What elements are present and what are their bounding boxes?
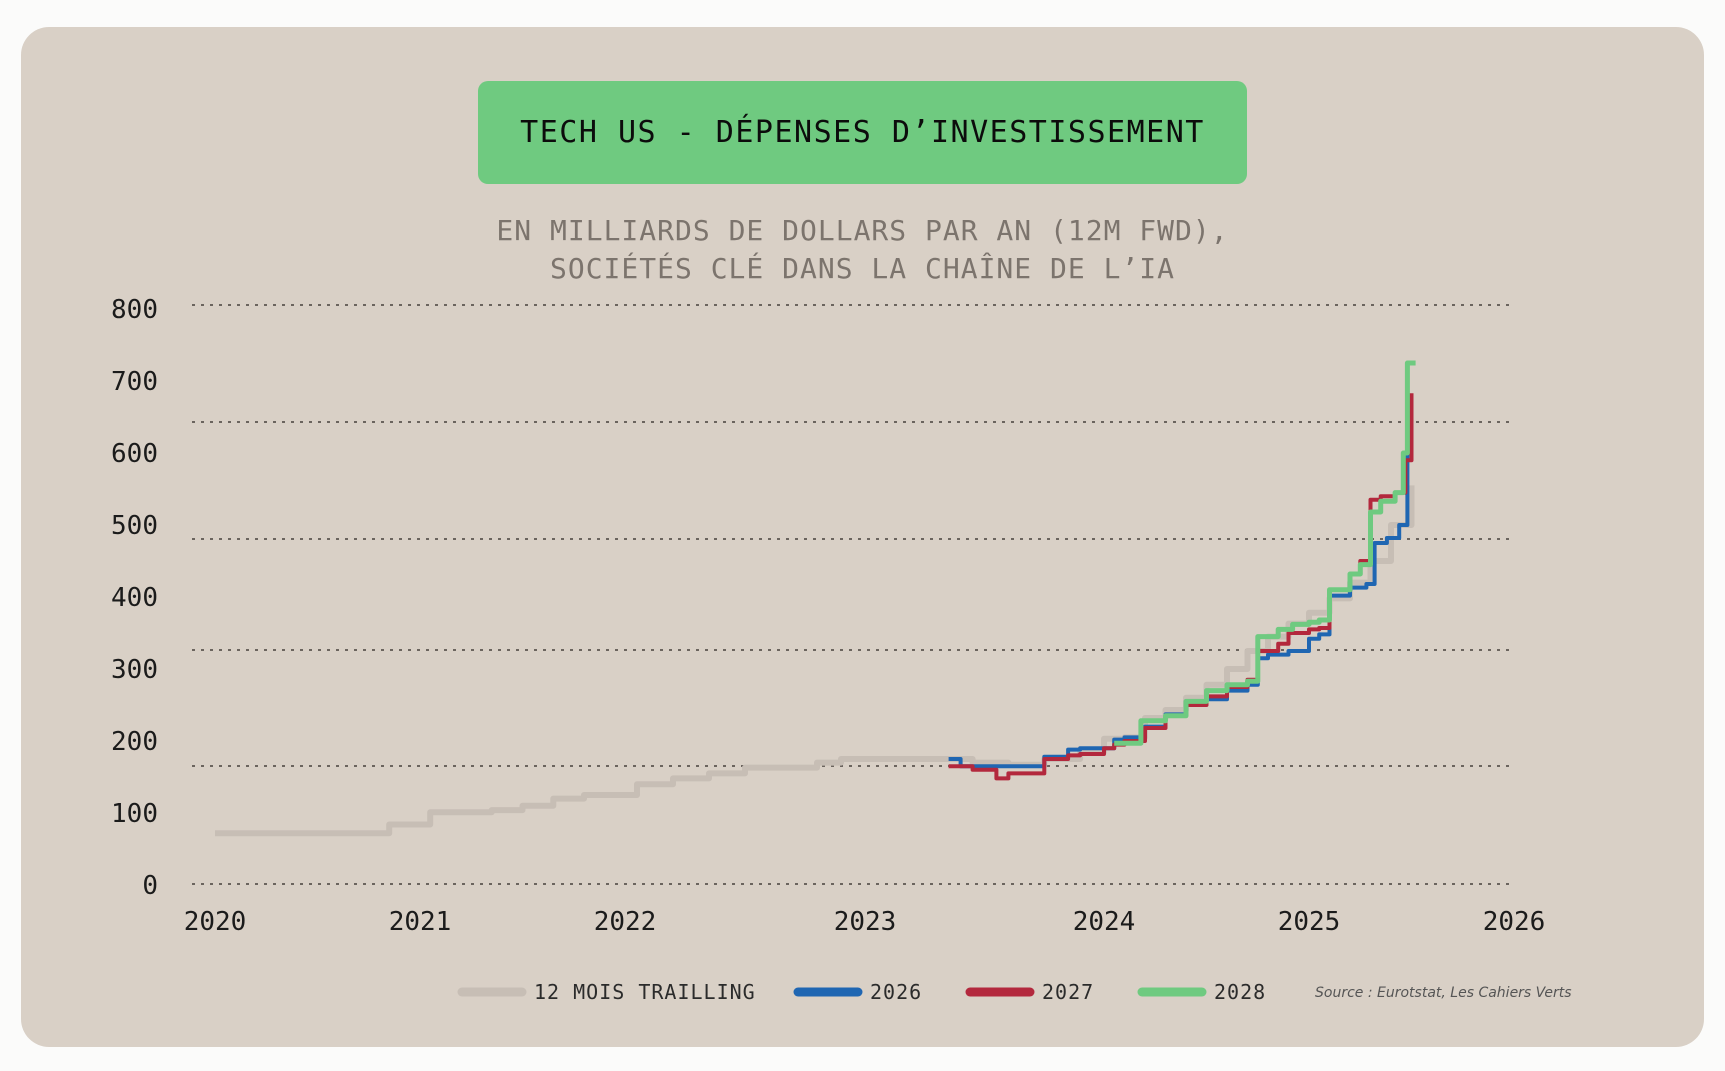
x-tick-label-2020: 2020 [184, 907, 247, 937]
grid-lines [192, 304, 1512, 885]
y-axis-ticks: 0 100 200 300 400 500 600 700 800 [111, 295, 158, 901]
series-line-2028 [1114, 360, 1416, 746]
subtitle-line-1: EN MILLIARDS DE DOLLARS PAR AN (12M FWD)… [496, 214, 1229, 247]
x-axis-ticks: 2020 2021 2022 2023 2024 2025 2026 [184, 907, 1546, 937]
legend-label-3: 2028 [1214, 980, 1266, 1004]
x-tick-label-2021: 2021 [389, 907, 452, 937]
source-note: Source : Eurotstat, Les Cahiers Verts [1315, 985, 1572, 1001]
legend-label-2: 2027 [1042, 980, 1094, 1004]
y-tick-label-700: 700 [111, 367, 158, 397]
legend-label-1: 2026 [870, 980, 922, 1004]
y-tick-label-600: 600 [111, 439, 158, 469]
subtitle-line-2: SOCIÉTÉS CLÉ DANS LA CHAÎNE DE L’IA [549, 252, 1175, 285]
x-tick-label-2026: 2026 [1483, 907, 1546, 937]
series-line-2026 [948, 445, 1410, 769]
x-tick-label-2024: 2024 [1073, 907, 1136, 937]
series-line-2027 [948, 393, 1414, 781]
x-tick-label-2025: 2025 [1278, 907, 1341, 937]
series-lines [215, 360, 1416, 837]
legend-label-0: 12 MOIS TRAILLING [534, 980, 756, 1004]
series-line-12-mois-trailling [215, 485, 1415, 837]
y-tick-label-200: 200 [111, 727, 158, 757]
x-tick-label-2022: 2022 [594, 907, 657, 937]
chart-subtitle: EN MILLIARDS DE DOLLARS PAR AN (12M FWD)… [300, 212, 1425, 288]
x-tick-label-2023: 2023 [834, 907, 897, 937]
y-tick-label-400: 400 [111, 583, 158, 613]
y-tick-label-800: 800 [111, 295, 158, 325]
chart-card [21, 27, 1704, 1047]
y-tick-label-500: 500 [111, 511, 158, 541]
y-tick-label-100: 100 [111, 799, 158, 829]
y-tick-label-300: 300 [111, 655, 158, 685]
chart-title: TECH US - DÉPENSES D’INVESTISSEMENT [478, 81, 1247, 184]
y-tick-label-0: 0 [142, 871, 158, 901]
legend: 12 MOIS TRAILLING 2026 2027 2028 [457, 980, 1266, 1004]
